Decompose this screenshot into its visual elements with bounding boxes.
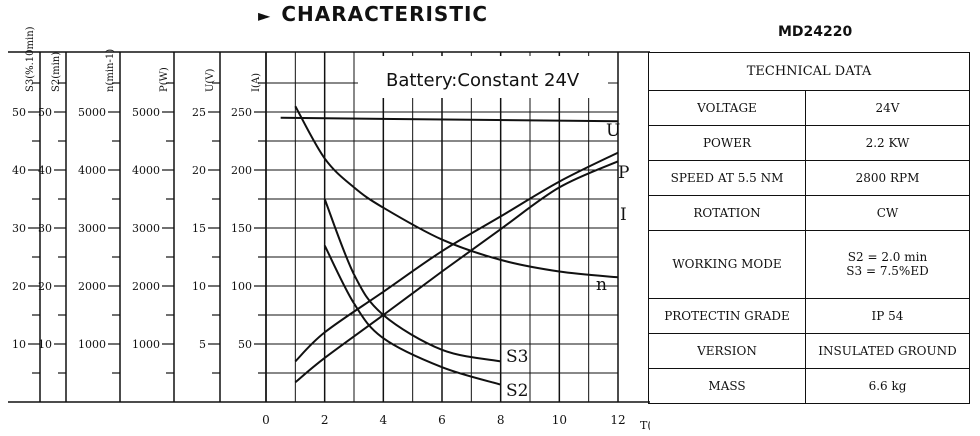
tick-label: 1000 bbox=[132, 338, 160, 351]
x-tick-label: 6 bbox=[438, 413, 446, 427]
spec-value: 2.2 KW bbox=[805, 124, 970, 161]
tick-label: 3000 bbox=[132, 222, 160, 235]
table-row: POWER 2.2 KW bbox=[648, 124, 970, 161]
x-axis-label: T(N.m) bbox=[640, 419, 650, 432]
tick-label: 50 bbox=[38, 106, 52, 119]
table-row: WORKING MODE S2 = 2.0 min S3 = 7.5%ED bbox=[648, 229, 970, 299]
tick-label: 25 bbox=[192, 106, 206, 119]
series-label-S3: S3 bbox=[506, 347, 528, 367]
series-line-I bbox=[294, 151, 619, 363]
spec-value: 24V bbox=[805, 89, 970, 126]
table-row: VERSION INSULATED GROUND bbox=[648, 332, 970, 369]
spec-value: INSULATED GROUND bbox=[805, 332, 970, 369]
x-tick-label: 0 bbox=[262, 413, 270, 427]
tick-label: 3000 bbox=[78, 222, 106, 235]
tick-label: 4000 bbox=[78, 164, 106, 177]
table-row: ROTATION CW bbox=[648, 194, 970, 231]
tick-label: 5000 bbox=[132, 106, 160, 119]
spec-value: 6.6 kg bbox=[805, 367, 970, 405]
axis-label: P(W) bbox=[159, 67, 170, 92]
spec-key: SPEED AT 5.5 NM bbox=[648, 159, 806, 196]
tick-label: 40 bbox=[38, 164, 52, 177]
spec-key: PROTECTIN GRADE bbox=[648, 297, 806, 334]
tick-label: 20 bbox=[38, 280, 52, 293]
spec-key: MASS bbox=[648, 367, 806, 405]
tick-label: 2000 bbox=[78, 280, 106, 293]
spec-key: POWER bbox=[648, 124, 806, 161]
spec-value: IP 54 bbox=[805, 297, 970, 334]
axis-label: S2(min) bbox=[51, 52, 62, 92]
model-number: MD24220 bbox=[778, 24, 853, 40]
tick-label: 5 bbox=[199, 338, 206, 351]
tick-label: 30 bbox=[38, 222, 52, 235]
series-label-n: n bbox=[596, 275, 607, 295]
x-tick-label: 4 bbox=[380, 413, 388, 427]
table-row: VOLTAGE 24V bbox=[648, 89, 970, 126]
spec-key: ROTATION bbox=[648, 194, 806, 231]
axis-label: I(A) bbox=[251, 73, 262, 92]
tick-label: 200 bbox=[231, 164, 252, 177]
spec-key: WORKING MODE bbox=[648, 229, 806, 299]
axis-label: S3(%.10min) bbox=[25, 26, 36, 92]
chart-title: ► CHARACTERISTIC bbox=[258, 2, 488, 26]
tick-label: 1000 bbox=[78, 338, 106, 351]
table-row: SPEED AT 5.5 NM 2800 RPM bbox=[648, 159, 970, 196]
tick-label: 250 bbox=[231, 106, 252, 119]
spec-value-line: S3 = 7.5%ED bbox=[846, 264, 929, 279]
tick-label: 30 bbox=[12, 222, 26, 235]
tick-label: 4000 bbox=[132, 164, 160, 177]
series-label-U: U bbox=[606, 121, 620, 141]
spec-value-line: S2 = 2.0 min bbox=[847, 249, 928, 264]
x-tick-label: 12 bbox=[610, 413, 625, 427]
series-line-U bbox=[280, 116, 619, 123]
tick-label: 5000 bbox=[78, 106, 106, 119]
series-line-S2 bbox=[323, 244, 501, 386]
spec-key: VERSION bbox=[648, 332, 806, 369]
table-header-row: TECHNICAL DATA bbox=[648, 52, 970, 91]
tick-label: 50 bbox=[12, 106, 26, 119]
table-row: PROTECTIN GRADE IP 54 bbox=[648, 297, 970, 334]
tick-label: 20 bbox=[12, 280, 26, 293]
axis-label: U(V) bbox=[205, 68, 216, 92]
characteristic-chart: Battery:Constant 24VS3(%.10min)102030405… bbox=[8, 26, 650, 432]
tick-label: 20 bbox=[192, 164, 206, 177]
tick-label: 40 bbox=[12, 164, 26, 177]
tick-label: 50 bbox=[238, 338, 252, 351]
tick-label: 150 bbox=[231, 222, 252, 235]
axis-label: n(min-1) bbox=[105, 49, 116, 92]
technical-data-table: TECHNICAL DATA VOLTAGE 24V POWER 2.2 KW … bbox=[648, 52, 970, 405]
series-label-S2: S2 bbox=[506, 381, 528, 401]
series-line-S3 bbox=[323, 198, 501, 363]
series-line-n bbox=[294, 105, 619, 279]
table-heading: TECHNICAL DATA bbox=[648, 52, 970, 91]
annotation-box bbox=[358, 56, 608, 98]
tick-label: 100 bbox=[231, 280, 252, 293]
tick-label: 10 bbox=[12, 338, 26, 351]
tick-label: 15 bbox=[192, 222, 206, 235]
arrow-right-icon: ► bbox=[258, 6, 272, 25]
spec-value: S2 = 2.0 min S3 = 7.5%ED bbox=[805, 229, 970, 299]
x-tick-label: 10 bbox=[552, 413, 567, 427]
spec-value: 2800 RPM bbox=[805, 159, 970, 196]
spec-value: CW bbox=[805, 194, 970, 231]
series-label-P: P bbox=[618, 163, 629, 183]
tick-label: 10 bbox=[192, 280, 206, 293]
series-line-P bbox=[294, 160, 619, 384]
tick-label: 2000 bbox=[132, 280, 160, 293]
series-label-I: I bbox=[620, 205, 627, 225]
x-tick-label: 8 bbox=[497, 413, 505, 427]
tick-label: 10 bbox=[38, 338, 52, 351]
spec-key: VOLTAGE bbox=[648, 89, 806, 126]
annotation-text: Battery:Constant 24V bbox=[386, 70, 580, 91]
chart-title-text: CHARACTERISTIC bbox=[281, 2, 489, 26]
table-row: MASS 6.6 kg bbox=[648, 367, 970, 405]
x-tick-label: 2 bbox=[321, 413, 329, 427]
